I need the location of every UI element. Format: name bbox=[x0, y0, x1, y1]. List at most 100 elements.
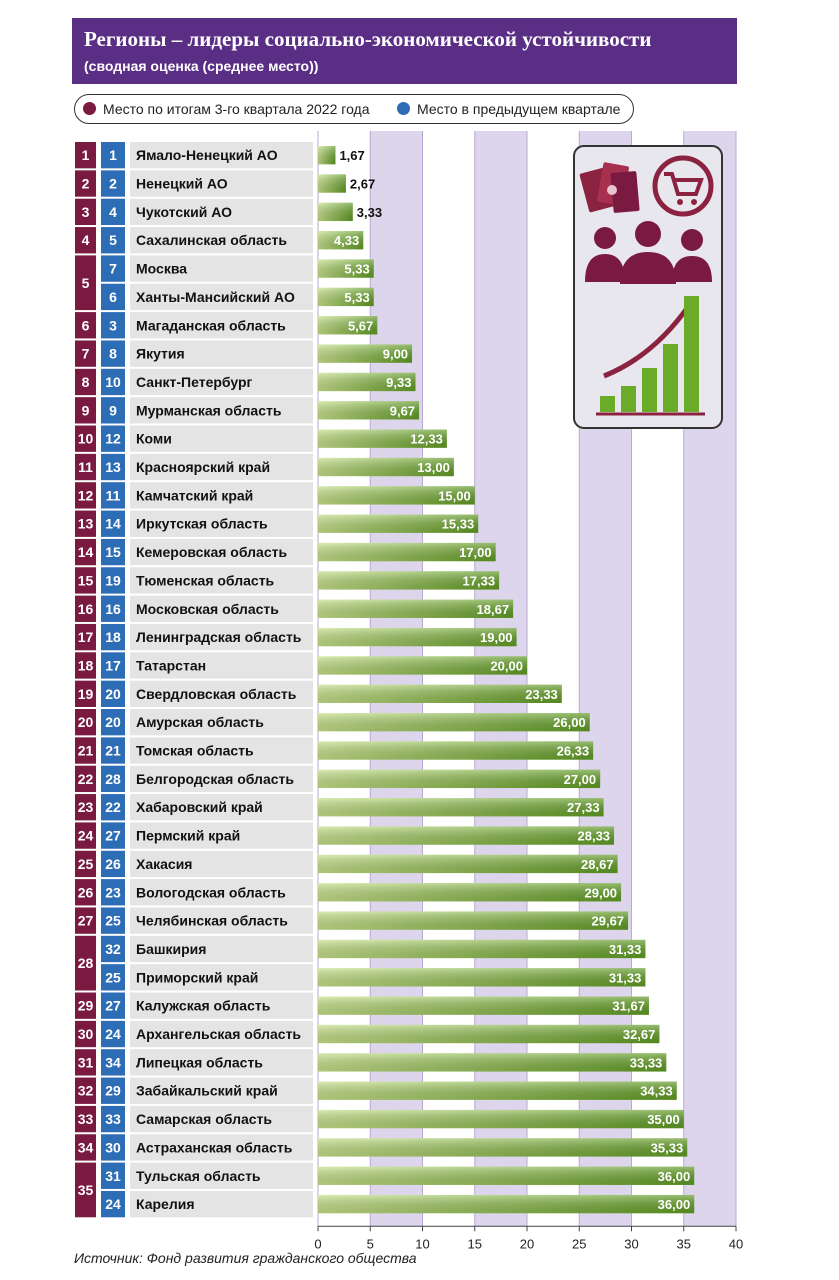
shopping-cart-icon bbox=[652, 155, 714, 217]
legend-current-label: Место по итогам 3-го квартала 2022 года bbox=[103, 101, 370, 117]
bar-value-label: 13,00 bbox=[417, 460, 450, 475]
previous-rank-box bbox=[101, 794, 125, 821]
previous-rank-label: 22 bbox=[105, 799, 121, 815]
current-rank-label: 22 bbox=[78, 771, 94, 787]
bar-value-label: 5,33 bbox=[344, 262, 369, 277]
region-name: Башкирия bbox=[136, 941, 206, 957]
x-tick-label: 25 bbox=[572, 1236, 586, 1250]
background-band bbox=[527, 131, 580, 1227]
bar-value-label: 36,00 bbox=[658, 1197, 691, 1212]
current-rank-label: 34 bbox=[78, 1139, 94, 1155]
bar-shade bbox=[318, 542, 496, 562]
current-rank-box bbox=[75, 170, 96, 197]
region-name: Калужская область bbox=[136, 998, 271, 1014]
header-banner: Регионы – лидеры социально-экономической… bbox=[72, 18, 737, 84]
current-rank-label: 16 bbox=[78, 601, 94, 617]
current-rank-box bbox=[75, 1105, 96, 1133]
current-rank-label: 14 bbox=[78, 544, 94, 560]
bar-value-label: 9,33 bbox=[386, 375, 411, 390]
previous-rank-label: 11 bbox=[106, 487, 121, 503]
region-name: Мурманская область bbox=[136, 402, 282, 418]
current-rank-box bbox=[75, 425, 96, 452]
previous-rank-label: 21 bbox=[105, 743, 121, 759]
current-rank-label: 13 bbox=[78, 516, 94, 532]
previous-rank-box bbox=[101, 1020, 125, 1048]
bar-value-label: 31,33 bbox=[609, 970, 642, 985]
region-name: Пермский край bbox=[136, 828, 240, 844]
bar-shade bbox=[318, 231, 364, 250]
previous-rank-box bbox=[101, 255, 125, 282]
x-tick-label: 15 bbox=[468, 1236, 482, 1250]
current-rank-box bbox=[75, 227, 96, 254]
previous-rank-box bbox=[101, 1105, 125, 1133]
background-band bbox=[370, 131, 423, 1227]
previous-rank-label: 27 bbox=[105, 828, 121, 844]
previous-rank-label: 24 bbox=[105, 1196, 121, 1212]
page-subtitle: (сводная оценка (среднее место)) bbox=[84, 58, 319, 74]
previous-rank-label: 8 bbox=[109, 346, 117, 362]
bar-value-label: 33,33 bbox=[630, 1055, 663, 1070]
current-rank-box bbox=[75, 482, 96, 509]
x-tick-label: 10 bbox=[415, 1236, 429, 1250]
region-name: Санкт-Петербург bbox=[136, 374, 253, 390]
previous-rank-label: 6 bbox=[109, 289, 117, 305]
bar-value-label: 1,67 bbox=[339, 148, 364, 163]
x-tick-label: 20 bbox=[520, 1236, 534, 1250]
region-name: Московская область bbox=[136, 601, 279, 617]
illustration-panel bbox=[573, 145, 723, 429]
region-name: Хабаровский край bbox=[136, 799, 263, 815]
bar-shade bbox=[318, 401, 420, 420]
bar-shade bbox=[318, 684, 562, 703]
region-name-box bbox=[130, 1134, 313, 1161]
current-rank-label: 9 bbox=[82, 402, 90, 418]
bar-value-label: 17,33 bbox=[463, 573, 496, 588]
bar-value-label: 36,00 bbox=[658, 1169, 691, 1184]
bar-value-label: 9,00 bbox=[383, 347, 408, 362]
previous-rank-box bbox=[101, 1190, 125, 1218]
current-rank-box bbox=[75, 1020, 96, 1048]
region-name-box bbox=[130, 794, 313, 821]
region-name: Ямало-Ненецкий АО bbox=[136, 147, 278, 163]
previous-rank-box bbox=[101, 765, 125, 793]
region-name: Астраханская область bbox=[136, 1139, 293, 1155]
current-rank-box bbox=[75, 340, 96, 367]
current-rank-box bbox=[75, 850, 96, 878]
previous-rank-box bbox=[101, 538, 125, 566]
current-rank-box bbox=[75, 368, 96, 396]
bar-shade bbox=[318, 1194, 695, 1214]
previous-rank-box bbox=[101, 709, 125, 736]
current-rank-label: 6 bbox=[82, 317, 90, 333]
bar-value-label: 20,00 bbox=[490, 658, 523, 673]
previous-rank-box bbox=[101, 312, 125, 339]
bar-value-label: 17,00 bbox=[459, 545, 492, 560]
current-rank-label: 30 bbox=[78, 1026, 94, 1042]
previous-rank-box bbox=[101, 652, 125, 679]
current-rank-label: 33 bbox=[78, 1111, 94, 1127]
bar-shade bbox=[318, 1053, 667, 1072]
previous-rank-label: 7 bbox=[109, 261, 117, 277]
current-rank-box bbox=[75, 652, 96, 679]
bar-shade bbox=[318, 457, 454, 477]
previous-rank-label: 4 bbox=[109, 204, 117, 220]
region-name-box bbox=[130, 227, 313, 254]
region-name: Тюменская область bbox=[136, 572, 275, 588]
bar-shade bbox=[318, 372, 416, 392]
region-name: Забайкальский край bbox=[136, 1083, 278, 1099]
previous-rank-label: 13 bbox=[105, 459, 121, 475]
previous-rank-box bbox=[101, 142, 125, 169]
bar-shade bbox=[318, 1166, 695, 1185]
region-name: Приморский край bbox=[136, 969, 258, 985]
previous-rank-label: 32 bbox=[105, 941, 121, 957]
region-name-box bbox=[130, 425, 313, 452]
current-rank-label: 11 bbox=[78, 459, 93, 475]
current-rank-label: 15 bbox=[78, 572, 94, 588]
current-rank-label: 35 bbox=[78, 1182, 94, 1198]
region-name-box bbox=[130, 1077, 313, 1104]
current-rank-box bbox=[75, 142, 96, 169]
chart-rows: 1234567891011121314151617181920212223242… bbox=[75, 142, 695, 1218]
people-icon bbox=[585, 221, 712, 284]
source-note: Источник: Фонд развития гражданского общ… bbox=[74, 1250, 417, 1266]
region-name-box bbox=[130, 595, 313, 622]
previous-rank-label: 31 bbox=[105, 1168, 121, 1184]
bar-shade bbox=[318, 911, 629, 930]
